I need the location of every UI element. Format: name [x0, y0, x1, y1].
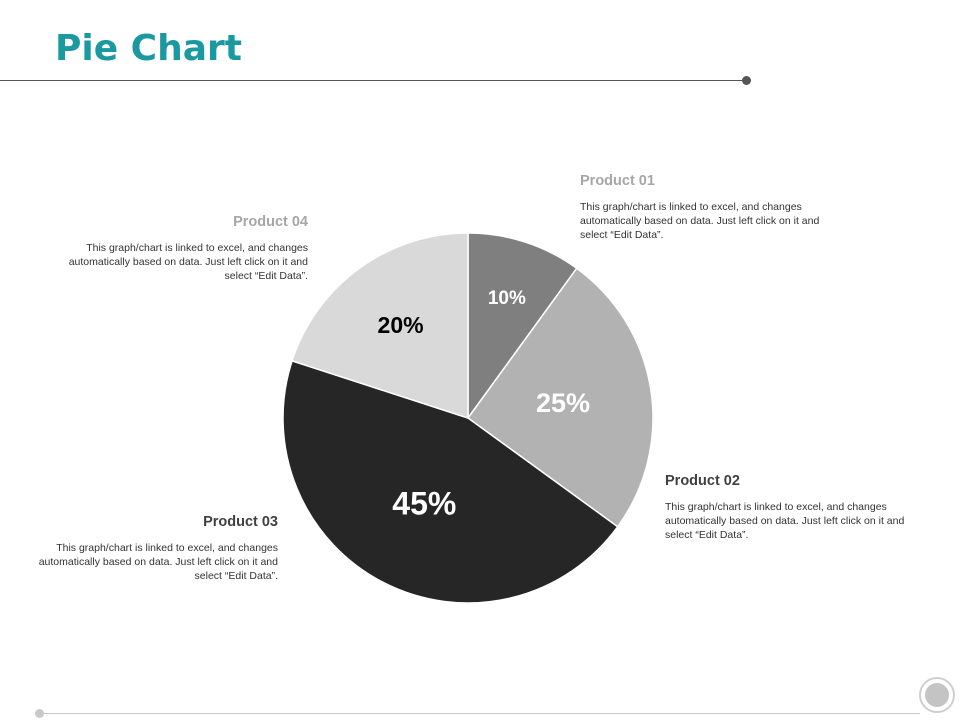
- corner-ring-icon: [919, 677, 955, 713]
- pie-label-product-02: 25%: [536, 388, 590, 418]
- callout-product-04-text: This graph/chart is linked to excel, and…: [68, 242, 308, 282]
- pie-slice-product-04: [291, 232, 469, 420]
- pie-label-product-03: 45%: [392, 486, 456, 522]
- pie-slice-product-01: [467, 232, 578, 421]
- pie-slice-product-03: [282, 359, 619, 604]
- callout-product-02: Product 02 This graph/chart is linked to…: [665, 472, 923, 542]
- pie-label-product-04: 20%: [378, 312, 424, 338]
- callout-product-01-name: Product 01: [580, 173, 655, 189]
- callout-product-04-name: Product 04: [233, 214, 308, 230]
- title-divider: [0, 80, 745, 81]
- callout-product-03: Product 03 This graph/chart is linked to…: [20, 513, 278, 583]
- divider-end-dot: [742, 76, 751, 85]
- callout-product-03-name: Product 03: [203, 514, 278, 530]
- callout-product-01: Product 01 This graph/chart is linked to…: [580, 172, 838, 242]
- corner-disc-icon: [925, 683, 949, 707]
- footer-divider-dot: [35, 709, 44, 718]
- footer-divider: [40, 713, 920, 714]
- callout-product-01-text: This graph/chart is linked to excel, and…: [580, 201, 820, 241]
- page-title: Pie Chart: [55, 28, 242, 69]
- callout-product-02-name: Product 02: [665, 473, 740, 489]
- callout-product-04: Product 04 This graph/chart is linked to…: [50, 213, 308, 283]
- pie-slice-product-02: [466, 267, 654, 528]
- pie-label-product-01: 10%: [488, 288, 526, 309]
- callout-product-02-text: This graph/chart is linked to excel, and…: [665, 501, 905, 541]
- callout-product-03-text: This graph/chart is linked to excel, and…: [38, 542, 278, 582]
